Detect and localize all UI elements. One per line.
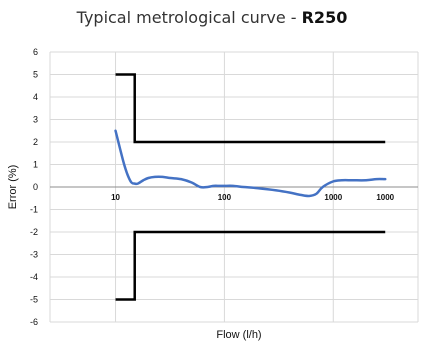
- y-tick-label: -4: [30, 272, 38, 282]
- y-axis-label: Error (%): [7, 165, 19, 210]
- x-axis-label: Flow (l/h): [216, 329, 261, 341]
- error-curve-line: [114, 129, 387, 198]
- y-tick-label: 4: [33, 92, 38, 102]
- chart-title-text: Typical metrological curve -: [76, 8, 302, 27]
- chart-title: Typical metrological curve - R250: [0, 8, 424, 27]
- chart-title-model: R250: [301, 8, 348, 27]
- y-tick-label: 0: [33, 182, 38, 192]
- y-tick-label: -2: [30, 227, 38, 237]
- x-tick-labels: 10 100 1000 1000: [111, 193, 395, 202]
- lower-limit-line: [115, 230, 386, 301]
- y-tick-labels: 6 5 4 3 2 1 0 -1 -2 -3 -4 -5 -6: [30, 47, 38, 327]
- y-tick-label: 2: [33, 137, 38, 147]
- y-tick-label: 5: [33, 70, 38, 80]
- x-tick-label: 1000: [324, 193, 342, 202]
- y-tick-label: 3: [33, 115, 38, 125]
- y-tick-label: -3: [30, 250, 38, 260]
- y-tick-label: -5: [30, 295, 38, 305]
- y-tick-label: -6: [30, 317, 38, 327]
- x-tick-label: 1000: [376, 193, 394, 202]
- upper-limit-line: [115, 73, 386, 144]
- y-tick-label: -1: [30, 205, 38, 215]
- x-tick-label: 100: [218, 193, 232, 202]
- y-tick-label: 6: [33, 47, 38, 57]
- series-layer: [114, 73, 387, 301]
- x-tick-label: 10: [111, 193, 120, 202]
- y-tick-label: 1: [33, 160, 38, 170]
